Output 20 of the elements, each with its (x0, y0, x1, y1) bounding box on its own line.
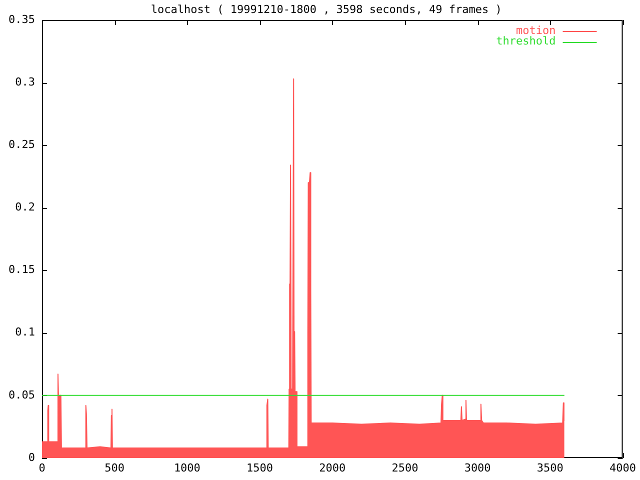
x-tick-label: 2500 (392, 461, 418, 474)
y-tick-label: 0 (28, 450, 35, 464)
x-tick-label: 1000 (174, 461, 200, 474)
y-tick-label: 0.15 (8, 263, 35, 276)
legend-label: motion (516, 24, 556, 37)
y-tick-label: 0.35 (8, 12, 35, 26)
y-tick-label: 0.3 (15, 75, 35, 88)
y-tick-label: 0.1 (15, 326, 35, 339)
legend-label: threshold (496, 34, 556, 48)
x-tick-label: 0 (38, 461, 46, 474)
x-tick-label: 1500 (246, 461, 274, 474)
x-tick-label: 4000 (610, 461, 636, 474)
y-tick-label: 0.05 (8, 388, 35, 402)
x-tick-label: 2000 (319, 461, 346, 474)
y-tick-label: 0.25 (8, 138, 35, 151)
x-tick-label: 500 (104, 461, 125, 474)
x-tick-label: 3000 (464, 461, 491, 474)
x-tick-label: 3500 (536, 461, 564, 474)
chart-title: localhost ( 19991210-1800 , 3598 seconds, 49 frames ) (150, 2, 502, 16)
y-tick-label: 0.2 (15, 200, 35, 214)
